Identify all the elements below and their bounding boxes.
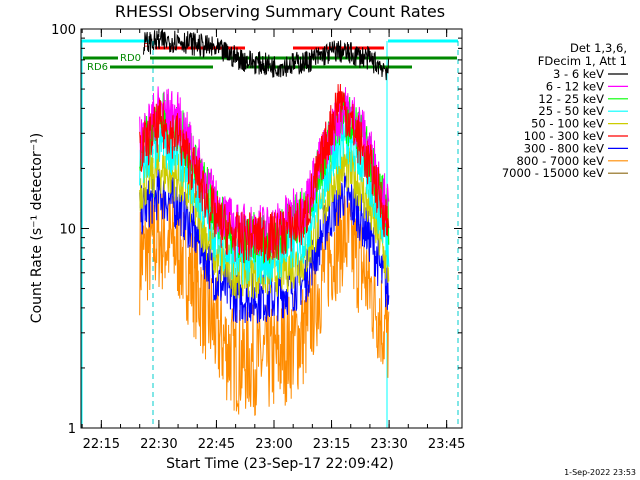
legend-label-5: 100 - 300 keV [524,129,604,143]
legend-header-1: Det 1,3,6, [570,41,627,55]
series-line-7 [139,182,390,416]
y-axis: 1 10 100 [51,23,462,437]
chart-title: RHESSI Observing Summary Count Rates [115,2,445,21]
legend-label-1: 6 - 12 keV [546,79,604,93]
legend-label-0: 3 - 6 keV [553,67,604,81]
x-axis: 22:15 22:30 22:45 23:00 23:15 23:30 23:45 [81,29,465,452]
x-tick-label-1: 22:30 [140,437,177,452]
x-tick-label-5: 23:30 [370,437,407,452]
x-tick-label-0: 22:15 [83,437,120,452]
flag-label-rd0: RD0 [120,53,141,64]
render-timestamp: 1-Sep-2022 23:53 [564,468,636,477]
y-tick-label-2: 100 [51,23,76,38]
x-tick-label-3: 23:00 [255,437,292,452]
x-tick-label-4: 23:15 [313,437,350,452]
series-layer [139,29,390,416]
y-tick-label-0: 1 [68,422,76,437]
legend-label-6: 300 - 800 keV [524,141,604,155]
x-tick-label-6: 23:45 [428,437,465,452]
flag-label-f: F [143,42,149,53]
flag-label-rd6: RD6 [87,62,108,73]
legend-label-8: 7000 - 15000 keV [502,166,604,180]
legend-label-2: 12 - 25 keV [538,92,604,106]
legend-header-2: FDecim 1, Att 1 [538,54,627,68]
y-tick-label-1: 10 [59,223,76,238]
x-axis-label: Start Time (23-Sep-17 22:09:42) [166,456,394,472]
legend-label-7: 800 - 7000 keV [516,154,604,168]
legend-label-4: 50 - 100 keV [531,117,604,131]
x-tick-label-2: 22:45 [198,437,235,452]
legend-label-3: 25 - 50 keV [538,104,604,118]
series-line-0 [143,29,390,81]
series-line-5 [139,83,390,264]
series-line-6 [139,169,390,324]
y-axis-label: Count Rate (s⁻¹ detector⁻¹) [29,133,45,323]
